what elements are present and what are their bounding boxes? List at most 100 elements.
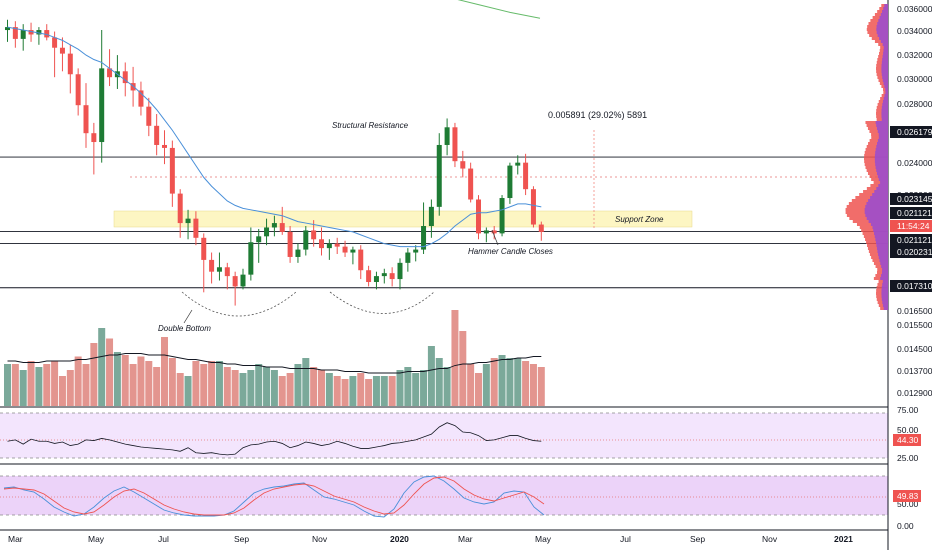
candle-body: [209, 259, 215, 272]
profile-bar-inner: [882, 10, 888, 13]
profile-bar-inner: [876, 172, 888, 175]
candle-body: [5, 27, 10, 31]
volume-bar: [263, 367, 271, 406]
profile-bar-inner: [881, 265, 888, 268]
candle-body: [201, 237, 207, 260]
profile-bar-inner: [876, 31, 888, 34]
volume-bar: [529, 364, 537, 406]
time-axis-label: 2020: [390, 534, 409, 544]
profile-bar-inner: [882, 268, 888, 271]
candle-body: [287, 231, 293, 257]
candle-body: [224, 267, 230, 277]
profile-bar-inner: [875, 151, 888, 154]
structural-resistance-label: Structural Resistance: [332, 121, 409, 130]
candle-body: [476, 199, 481, 234]
price-axis-label: 0.014500: [897, 344, 932, 354]
candle-body: [138, 90, 144, 107]
volume-bar: [145, 361, 153, 406]
profile-bar-inner: [874, 157, 888, 160]
countdown-badge: 11:54:24: [890, 220, 932, 232]
volume-bar: [435, 358, 443, 406]
volume-bar: [278, 376, 286, 406]
candle-body: [491, 230, 497, 234]
profile-bar-inner: [879, 259, 888, 262]
profile-bar-inner: [876, 127, 888, 130]
volume-bar: [161, 337, 168, 406]
time-axis-label: Mar: [458, 534, 473, 544]
price-pane[interactable]: [0, 0, 888, 407]
candle-body: [303, 230, 309, 250]
profile-bar-inner: [881, 61, 888, 64]
candle-body: [28, 30, 34, 35]
svg-text:0.017310: 0.017310: [897, 281, 932, 291]
candle-body: [350, 249, 356, 253]
candlesticks: [5, 19, 544, 306]
candle-body: [389, 273, 395, 280]
profile-bar-inner: [880, 13, 888, 16]
profile-bar-inner: [880, 262, 888, 265]
profile-bar-inner: [875, 241, 888, 244]
profile-bar-inner: [881, 112, 888, 115]
profile-bar-inner: [883, 46, 888, 49]
svg-text:0.021121: 0.021121: [897, 235, 932, 245]
svg-text:0.021121: 0.021121: [897, 208, 932, 218]
candle-body: [83, 105, 89, 134]
volume-bar: [537, 367, 545, 406]
candle-body: [381, 273, 387, 277]
profile-bar-inner: [874, 190, 888, 193]
profile-bar-inner: [875, 163, 888, 166]
time-axis[interactable]: Mar May Jul Sep Nov 2020 Mar May Jul Sep Nov 2021: [8, 534, 853, 544]
profile-bar-inner: [881, 271, 888, 274]
volume-bar: [82, 364, 90, 406]
volume-bar: [325, 373, 333, 406]
candle-body: [405, 252, 411, 263]
volume-bar: [35, 367, 43, 406]
price-axis[interactable]: 0.036000 0.034000 0.032000 0.030000 0.028000…: [897, 4, 932, 531]
profile-bar-inner: [865, 205, 888, 208]
price-axis-label: 0.024000: [897, 158, 932, 168]
profile-bar-inner: [878, 253, 888, 256]
candle-body: [358, 249, 364, 271]
volume-bar: [66, 370, 74, 406]
volume-bar: [349, 376, 357, 406]
time-axis-label: 2021: [834, 534, 853, 544]
svg-text:0.020231: 0.020231: [897, 247, 932, 257]
profile-bar-inner: [881, 73, 888, 76]
level-badge-021121-b: 0.021121: [890, 234, 932, 246]
volume-bar: [310, 367, 318, 406]
volume-bar: [239, 373, 247, 406]
profile-bar-inner: [881, 115, 888, 118]
price-axis-label: 0.028000: [897, 99, 932, 109]
volume-bar: [302, 358, 310, 406]
profile-bar-inner: [882, 304, 888, 307]
volume-bar: [200, 364, 208, 406]
candle-body: [91, 133, 97, 143]
price-axis-label: 0.016500: [897, 306, 932, 316]
profile-bar-inner: [882, 280, 888, 283]
profile-bar-inner: [881, 67, 888, 70]
support-zone-label: Support Zone: [615, 215, 664, 224]
time-axis-label: May: [88, 534, 105, 544]
price-axis-label: 0.012900: [897, 388, 932, 398]
profile-bar-inner: [882, 76, 888, 79]
profile-bar-inner: [876, 247, 888, 250]
volume-bar: [506, 358, 514, 406]
price-axis-label: 0.015500: [897, 320, 932, 330]
volume-bar: [247, 370, 255, 406]
time-axis-label: Sep: [234, 534, 249, 544]
time-axis-label: Sep: [690, 534, 705, 544]
profile-bar-inner: [883, 82, 888, 85]
profile-bar-inner: [864, 208, 888, 211]
volume-bar: [412, 373, 420, 406]
profile-bar-inner: [877, 142, 888, 145]
volume-bar: [153, 367, 161, 406]
candle-body: [319, 239, 324, 249]
candle-body: [36, 30, 42, 35]
profile-bar-inner: [864, 211, 888, 214]
stoch-k-line: [3, 475, 545, 518]
volume-bar: [19, 370, 27, 406]
profile-bar-inner: [884, 4, 888, 7]
stoch-axis-label: 50.00: [897, 499, 919, 509]
svg-text:0.023145: 0.023145: [897, 194, 932, 204]
